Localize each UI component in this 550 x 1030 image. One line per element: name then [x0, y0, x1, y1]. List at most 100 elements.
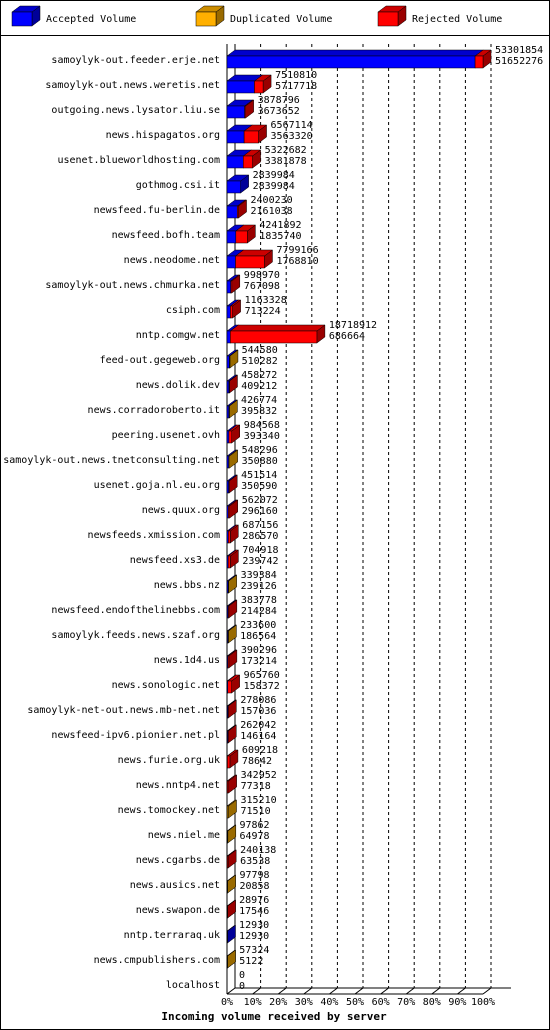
box-front	[228, 430, 232, 444]
box-front	[227, 605, 230, 619]
x-tick-label: 50%	[346, 997, 364, 1008]
y-tick-label: newsfeed-ipv6.pionier.net.pl	[51, 730, 220, 741]
bar-segment	[229, 299, 242, 319]
total-label: 28976	[239, 895, 269, 906]
y-tick-label: gothmog.csi.it	[136, 180, 220, 191]
box-front	[227, 580, 229, 594]
total-label: 965760	[244, 670, 280, 681]
bar-segment	[226, 174, 250, 194]
y-tick-label: news.dolik.dev	[136, 380, 220, 391]
accepted-label: 78642	[242, 756, 272, 767]
box-front	[226, 230, 237, 244]
x-tick	[252, 987, 261, 995]
y-tick-label: newsfeed.endofthelinebbs.com	[51, 605, 220, 616]
y-tick-label: news.niel.me	[148, 830, 220, 841]
box-front	[226, 80, 255, 94]
accepted-label: 2839984	[253, 181, 295, 192]
accepted-label: 5717718	[275, 81, 317, 92]
y-tick-label: samoylyk-out.news.tnetconsulting.net	[3, 455, 220, 466]
total-label: 548296	[242, 445, 278, 456]
y-tick-label: news.1d4.us	[154, 655, 220, 666]
y-tick-label: news.cgarbs.de	[136, 855, 220, 866]
x-tick-label: 90%	[448, 997, 466, 1008]
accepted-label: 158372	[244, 681, 280, 692]
accepted-label: 239126	[241, 581, 277, 592]
box-front	[237, 205, 239, 219]
x-tick-label: 100%	[471, 997, 495, 1008]
box-front	[227, 630, 229, 644]
box-front	[254, 80, 264, 94]
accepted-label: 2161038	[251, 206, 293, 217]
bar-segment	[226, 799, 238, 819]
total-label: 53301854	[495, 45, 543, 56]
box-front	[226, 955, 228, 969]
y-tick-label: samoylyk-net-out.news.mb-net.net	[27, 705, 220, 716]
y-tick-label: news.ausics.net	[130, 880, 220, 891]
x-tick-label: 60%	[372, 997, 390, 1008]
total-label: 0	[239, 970, 245, 981]
bar-segment	[226, 874, 237, 894]
box-front	[226, 305, 231, 319]
bar-segment	[226, 774, 238, 794]
total-label: 315210	[241, 795, 277, 806]
accepted-label: 214284	[241, 606, 277, 617]
bar-segment	[227, 599, 238, 619]
total-label: 2839984	[253, 170, 295, 181]
y-tick-label: nntp.comgw.net	[136, 330, 220, 341]
total-label: 390296	[241, 645, 277, 656]
box-front	[226, 155, 244, 169]
total-label: 3878796	[258, 95, 300, 106]
box-front	[229, 355, 231, 369]
x-tick	[457, 987, 466, 995]
total-label: 2400230	[251, 195, 293, 206]
accepted-label: 157036	[240, 706, 276, 717]
total-label: 562072	[242, 495, 278, 506]
x-tick	[329, 987, 338, 995]
bar-segment	[226, 724, 238, 744]
total-label: 4241892	[259, 220, 301, 231]
box-front	[227, 555, 231, 569]
total-label: 97798	[239, 870, 269, 881]
x-tick	[380, 987, 389, 995]
box-front	[226, 930, 228, 944]
y-tick-label: csiph.com	[166, 305, 220, 316]
bar-segment	[226, 924, 237, 944]
x-tick-label: 10%	[244, 997, 262, 1008]
total-label: 97862	[239, 820, 269, 831]
box-front	[228, 405, 230, 419]
y-tick-label: usenet.goja.nl.eu.org	[94, 480, 220, 491]
y-tick-label: outgoing.news.lysator.liu.se	[51, 105, 220, 116]
total-label: 426774	[241, 395, 277, 406]
bar-segment	[229, 274, 241, 294]
box-front	[230, 280, 233, 294]
accepted-label: 3673652	[258, 106, 300, 117]
legend-item: Accepted Volume	[11, 5, 136, 27]
x-tick-label: 80%	[423, 997, 441, 1008]
total-label: 6567114	[271, 120, 313, 131]
accepted-label: 17546	[239, 906, 269, 917]
bar-segment	[229, 324, 326, 344]
y-tick-label: samoylyk.feeds.news.szaf.org	[51, 630, 220, 641]
bar-segment	[236, 199, 248, 219]
accepted-label: 393340	[244, 431, 280, 442]
accepted-label: 1835740	[259, 231, 301, 242]
bar-segment	[226, 849, 237, 869]
total-label: 984568	[244, 420, 280, 431]
accepted-label: 20858	[239, 881, 269, 892]
box-front	[226, 880, 228, 894]
accepted-label: 395832	[241, 406, 277, 417]
total-label: 57324	[239, 945, 269, 956]
box-front	[235, 230, 248, 244]
box-front	[227, 705, 229, 719]
box-front	[243, 130, 259, 144]
legend-label: Accepted Volume	[46, 14, 136, 25]
total-label: 5322682	[265, 145, 307, 156]
bar-segment	[228, 374, 239, 394]
total-label: 383778	[241, 595, 277, 606]
accepted-label: 64978	[239, 831, 269, 842]
box-front	[230, 305, 233, 319]
box-front	[228, 380, 230, 394]
accepted-label: 350590	[241, 481, 277, 492]
box-front	[227, 855, 229, 869]
